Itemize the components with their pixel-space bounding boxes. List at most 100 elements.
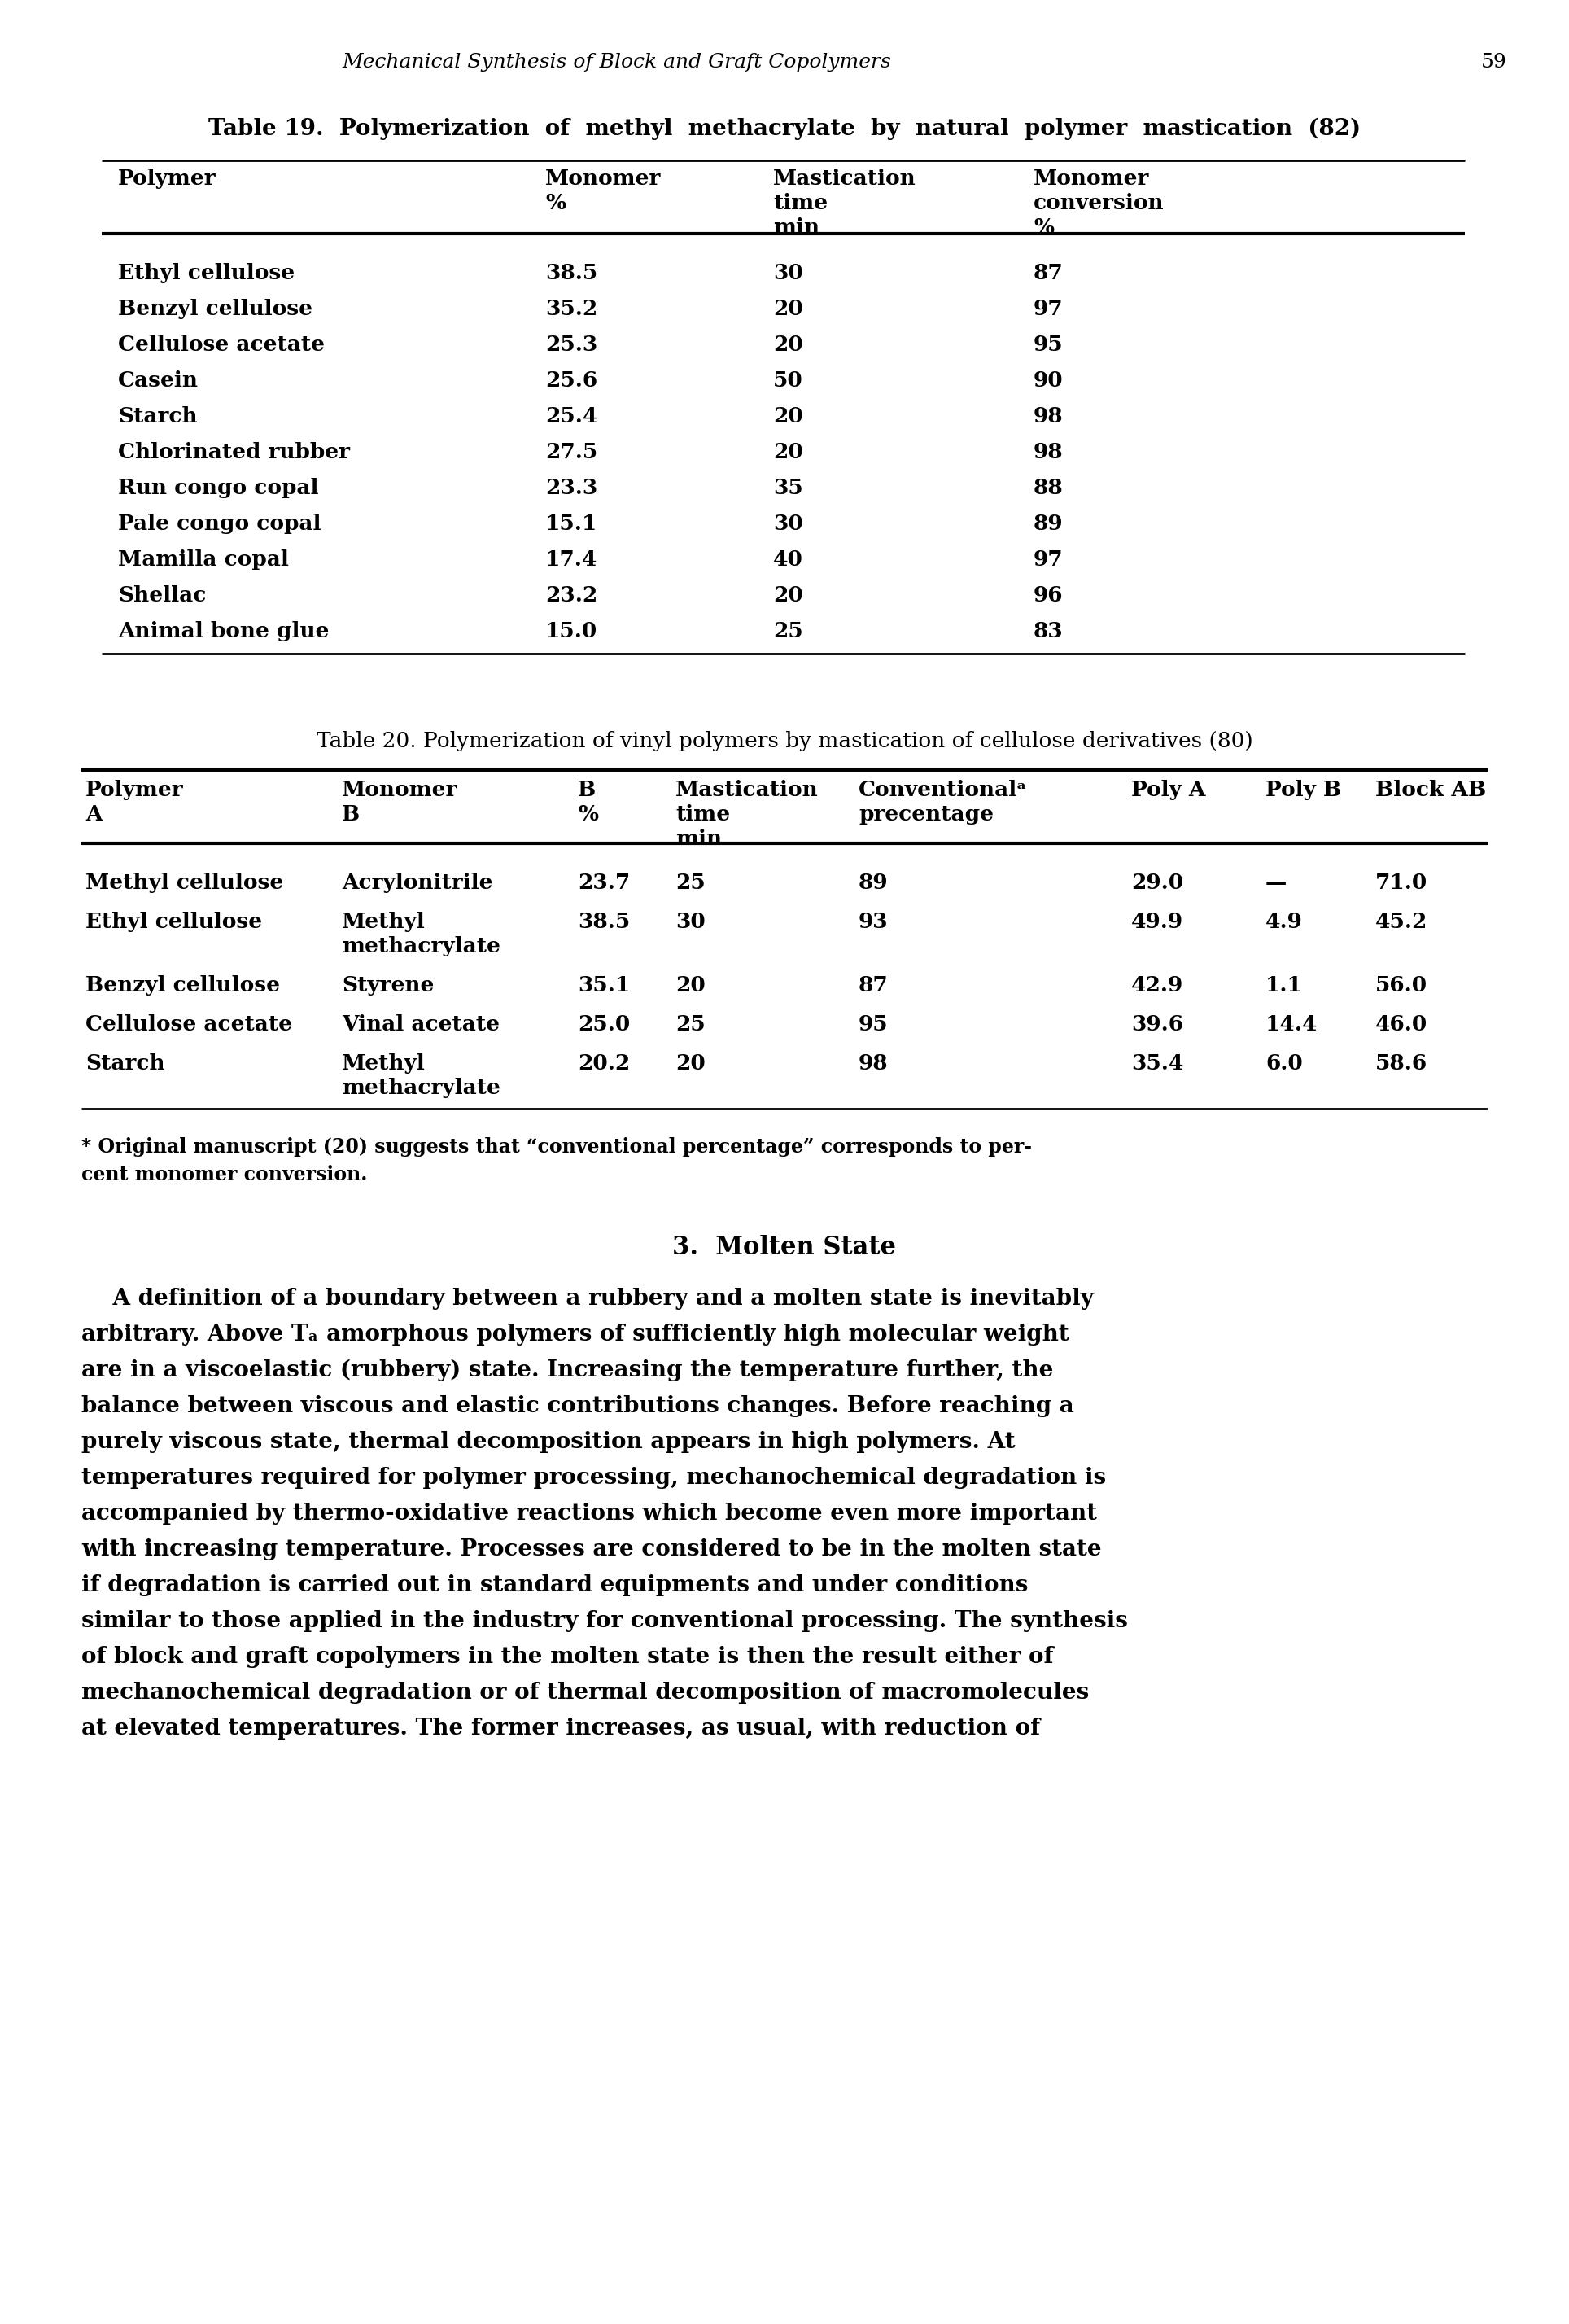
Text: Shellac: Shellac	[118, 586, 206, 607]
Text: B: B	[577, 781, 596, 799]
Text: 59: 59	[1481, 53, 1506, 72]
Text: Cellulose acetate: Cellulose acetate	[85, 1013, 292, 1034]
Text: Block AB: Block AB	[1376, 781, 1486, 799]
Text: time: time	[675, 804, 730, 825]
Text: Run congo copal: Run congo copal	[118, 479, 319, 497]
Text: Vinal acetate: Vinal acetate	[342, 1013, 499, 1034]
Text: Ethyl cellulose: Ethyl cellulose	[118, 263, 295, 284]
Text: Acrylonitrile: Acrylonitrile	[342, 872, 493, 892]
Text: Methyl cellulose: Methyl cellulose	[85, 872, 284, 892]
Text: Mechanical Synthesis of Block and Graft Copolymers: Mechanical Synthesis of Block and Graft …	[342, 53, 891, 72]
Text: B: B	[342, 804, 359, 825]
Text: 25.4: 25.4	[546, 407, 598, 428]
Text: cent monomer conversion.: cent monomer conversion.	[82, 1164, 367, 1185]
Text: min: min	[774, 218, 819, 237]
Text: 83: 83	[1034, 621, 1064, 641]
Text: precentage: precentage	[858, 804, 993, 825]
Text: 25.6: 25.6	[546, 370, 598, 390]
Text: 3.  Molten State: 3. Molten State	[673, 1234, 896, 1260]
Text: are in a viscoelastic (rubbery) state. Increasing the temperature further, the: are in a viscoelastic (rubbery) state. I…	[82, 1360, 1053, 1383]
Text: 15.0: 15.0	[546, 621, 598, 641]
Text: 89: 89	[858, 872, 888, 892]
Text: 23.7: 23.7	[577, 872, 631, 892]
Text: Mamilla copal: Mamilla copal	[118, 548, 289, 569]
Text: 30: 30	[675, 911, 706, 932]
Text: accompanied by thermo-oxidative reactions which become even more important: accompanied by thermo-oxidative reaction…	[82, 1504, 1097, 1525]
Text: purely viscous state, thermal decomposition appears in high polymers. At: purely viscous state, thermal decomposit…	[82, 1432, 1015, 1452]
Text: 35.2: 35.2	[546, 300, 598, 318]
Text: 25: 25	[774, 621, 803, 641]
Text: arbitrary. Above Tₐ amorphous polymers of sufficiently high molecular weight: arbitrary. Above Tₐ amorphous polymers o…	[82, 1325, 1068, 1346]
Text: 35.4: 35.4	[1131, 1053, 1183, 1074]
Text: * Original manuscript (20) suggests that “conventional percentage” corresponds t: * Original manuscript (20) suggests that…	[82, 1136, 1032, 1157]
Text: 45.2: 45.2	[1376, 911, 1428, 932]
Text: 87: 87	[1034, 263, 1064, 284]
Text: Mastication: Mastication	[675, 781, 819, 799]
Text: similar to those applied in the industry for conventional processing. The synthe: similar to those applied in the industry…	[82, 1611, 1128, 1631]
Text: 56.0: 56.0	[1376, 976, 1428, 995]
Text: time: time	[774, 193, 828, 214]
Text: %: %	[546, 193, 565, 214]
Text: mechanochemical degradation or of thermal decomposition of macromolecules: mechanochemical degradation or of therma…	[82, 1683, 1089, 1703]
Text: 35: 35	[774, 479, 803, 497]
Text: Chlorinated rubber: Chlorinated rubber	[118, 442, 350, 462]
Text: 87: 87	[858, 976, 888, 995]
Text: methacrylate: methacrylate	[342, 937, 501, 957]
Text: 25: 25	[675, 872, 706, 892]
Text: 42.9: 42.9	[1131, 976, 1183, 995]
Text: 29.0: 29.0	[1131, 872, 1183, 892]
Text: %: %	[577, 804, 598, 825]
Text: 88: 88	[1034, 479, 1064, 497]
Text: 15.1: 15.1	[546, 514, 598, 535]
Text: A: A	[85, 804, 102, 825]
Text: 97: 97	[1034, 548, 1064, 569]
Text: 20: 20	[774, 407, 803, 428]
Text: 50: 50	[774, 370, 803, 390]
Text: 95: 95	[858, 1013, 888, 1034]
Text: of block and graft copolymers in the molten state is then the result either of: of block and graft copolymers in the mol…	[82, 1645, 1053, 1669]
Text: Table 19.  Polymerization  of  methyl  methacrylate  by  natural  polymer  masti: Table 19. Polymerization of methyl metha…	[209, 119, 1360, 139]
Text: 23.3: 23.3	[546, 479, 598, 497]
Text: Starch: Starch	[85, 1053, 165, 1074]
Text: 39.6: 39.6	[1131, 1013, 1183, 1034]
Text: 14.4: 14.4	[1266, 1013, 1318, 1034]
Text: 38.5: 38.5	[546, 263, 598, 284]
Text: Mastication: Mastication	[774, 170, 916, 188]
Text: 27.5: 27.5	[546, 442, 598, 462]
Text: Cellulose acetate: Cellulose acetate	[118, 335, 325, 356]
Text: Methyl: Methyl	[342, 1053, 425, 1074]
Text: 98: 98	[1034, 442, 1064, 462]
Text: 20: 20	[774, 335, 803, 356]
Text: Monomer: Monomer	[342, 781, 458, 799]
Text: if degradation is carried out in standard equipments and under conditions: if degradation is carried out in standar…	[82, 1573, 1028, 1597]
Text: at elevated temperatures. The former increases, as usual, with reduction of: at elevated temperatures. The former inc…	[82, 1717, 1040, 1741]
Text: 58.6: 58.6	[1376, 1053, 1428, 1074]
Text: Conventionalᵃ: Conventionalᵃ	[858, 781, 1028, 799]
Text: 35.1: 35.1	[577, 976, 631, 995]
Text: Poly A: Poly A	[1131, 781, 1205, 799]
Text: balance between viscous and elastic contributions changes. Before reaching a: balance between viscous and elastic cont…	[82, 1394, 1075, 1418]
Text: 25: 25	[675, 1013, 706, 1034]
Text: 30: 30	[774, 263, 803, 284]
Text: Monomer: Monomer	[546, 170, 661, 188]
Text: 89: 89	[1034, 514, 1064, 535]
Text: 98: 98	[858, 1053, 888, 1074]
Text: Methyl: Methyl	[342, 911, 425, 932]
Text: Animal bone glue: Animal bone glue	[118, 621, 329, 641]
Text: 38.5: 38.5	[577, 911, 631, 932]
Text: 25.0: 25.0	[577, 1013, 631, 1034]
Text: 96: 96	[1034, 586, 1064, 607]
Text: 4.9: 4.9	[1266, 911, 1302, 932]
Text: 23.2: 23.2	[546, 586, 598, 607]
Text: 17.4: 17.4	[546, 548, 598, 569]
Text: 25.3: 25.3	[546, 335, 598, 356]
Text: 20: 20	[675, 1053, 706, 1074]
Text: 95: 95	[1034, 335, 1064, 356]
Text: 71.0: 71.0	[1376, 872, 1428, 892]
Text: Monomer: Monomer	[1034, 170, 1150, 188]
Text: min: min	[675, 830, 722, 848]
Text: temperatures required for polymer processing, mechanochemical degradation is: temperatures required for polymer proces…	[82, 1466, 1106, 1490]
Text: Styrene: Styrene	[342, 976, 435, 995]
Text: 20: 20	[675, 976, 706, 995]
Text: Benzyl cellulose: Benzyl cellulose	[85, 976, 279, 995]
